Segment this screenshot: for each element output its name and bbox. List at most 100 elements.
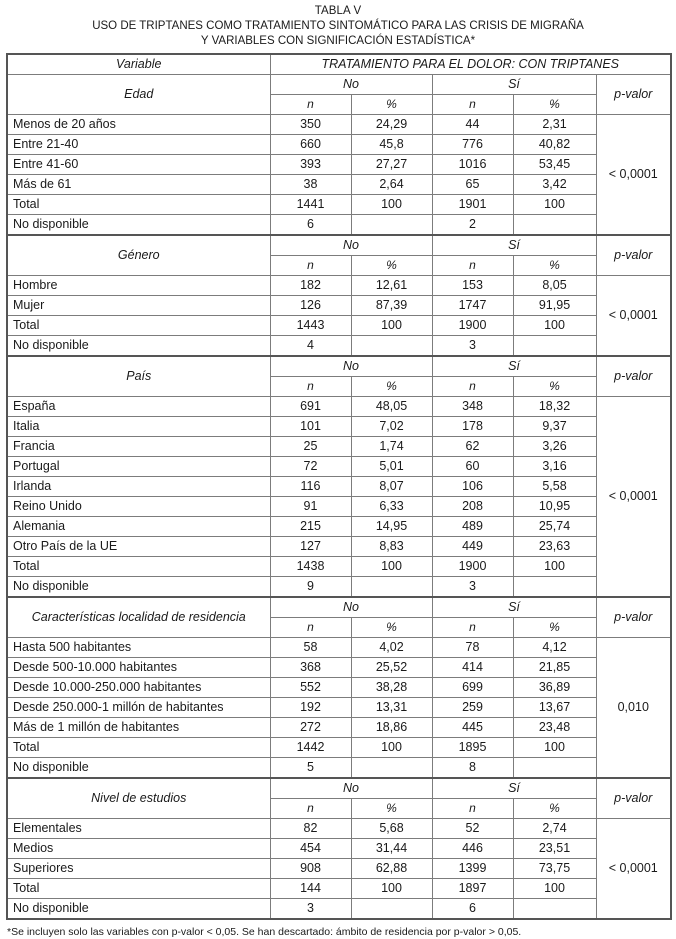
- header-pct-no: %: [350, 616, 433, 638]
- row-label: Menos de 20 años: [6, 113, 271, 135]
- cell-pct-no: 62,88: [350, 857, 433, 879]
- table-row: Irlanda 116 8,07 106 5,58: [6, 475, 671, 497]
- section-subheader-row: n% n%: [7, 375, 671, 397]
- cell-pct-si: [512, 756, 597, 778]
- header-pvalor: p-valor: [595, 354, 672, 397]
- row-label: Total: [6, 555, 271, 577]
- cell-pct-si: 13,67: [512, 696, 597, 718]
- cell-pct-si: 91,95: [512, 294, 597, 316]
- cell-n-no: 1441: [269, 193, 352, 215]
- header-n-si: n: [431, 375, 514, 397]
- row-label: Francia: [6, 435, 271, 457]
- cell-n-si: 3: [431, 334, 514, 356]
- row-label: Superiores: [6, 857, 271, 879]
- cell-pct-si: 100: [512, 193, 597, 215]
- row-label: No disponible: [6, 213, 271, 235]
- header-pct-si: %: [512, 254, 597, 276]
- cell-pct-si: 2,31: [512, 113, 597, 135]
- section-subheader-row: n% n%: [7, 616, 671, 638]
- cell-pct-no: [350, 213, 433, 235]
- header-group-si: Sí: [431, 233, 597, 256]
- table-row: Portugal 72 5,01 60 3,16: [6, 455, 671, 477]
- cell-n-no: 660: [269, 133, 352, 155]
- cell-n-si: 2: [431, 213, 514, 235]
- cell-pct-no: 8,07: [350, 475, 433, 497]
- cell-n-si: 449: [431, 535, 514, 557]
- cell-n-si: 6: [431, 897, 514, 919]
- cell-n-si: 699: [431, 676, 514, 698]
- header-group-no: No: [269, 354, 433, 377]
- cell-n-si: 106: [431, 475, 514, 497]
- table-row: No disponible 3 6: [6, 897, 671, 919]
- table-row: Total 144 100 1897 100: [6, 877, 671, 899]
- cell-n-no: 5: [269, 756, 352, 778]
- cell-n-no: 1443: [269, 314, 352, 336]
- cell-pct-si: 25,74: [512, 515, 597, 537]
- row-label: Desde 250.000-1 millón de habitantes: [6, 696, 271, 718]
- cell-n-si: 776: [431, 133, 514, 155]
- row-label: Total: [6, 736, 271, 758]
- cell-pct-no: 4,02: [350, 636, 433, 658]
- table-row: Total 1443 100 1900 100: [6, 314, 671, 336]
- table-header-row: Variable TRATAMIENTO PARA EL DOLOR: CON T…: [6, 53, 672, 75]
- cell-n-no: 3: [269, 897, 352, 919]
- row-label: Reino Unido: [6, 495, 271, 517]
- table-row: Total 1438 100 1900 100: [6, 555, 671, 577]
- cell-n-no: 552: [269, 676, 352, 698]
- cell-pct-si: 40,82: [512, 133, 597, 155]
- cell-pct-no: 24,29: [350, 113, 433, 135]
- header-n-no: n: [269, 93, 352, 115]
- cell-n-no: 72: [269, 455, 352, 477]
- section-header-row: Nivel de estudios No Sí p-valor: [6, 776, 672, 819]
- table-row: Más de 1 millón de habitantes 272 18,86 445…: [6, 716, 671, 738]
- cell-pct-si: 23,63: [512, 535, 597, 557]
- cell-n-no: 25: [269, 435, 352, 457]
- header-pct-si: %: [512, 616, 597, 638]
- cell-pct-no: [350, 575, 433, 597]
- cell-pct-no: 12,61: [350, 274, 433, 296]
- table-row: No disponible 5 8: [6, 756, 671, 778]
- table-row: Hasta 500 habitantes 58 4,02 78 4,12 0,010: [6, 636, 672, 778]
- statistics-table: Variable TRATAMIENTO PARA EL DOLOR: CON T…: [6, 52, 673, 920]
- cell-pct-no: 100: [350, 193, 433, 215]
- cell-pct-no: 13,31: [350, 696, 433, 718]
- cell-pct-no: 100: [350, 555, 433, 577]
- section-name: Género: [6, 233, 271, 276]
- cell-pct-si: [512, 575, 597, 597]
- cell-pct-no: 100: [350, 736, 433, 758]
- row-label: Entre 21-40: [6, 133, 271, 155]
- cell-n-no: 908: [269, 857, 352, 879]
- row-label: Portugal: [6, 455, 271, 477]
- table-row: Mujer 126 87,39 1747 91,95: [6, 294, 671, 316]
- section-subheader-row: n% n%: [7, 254, 671, 276]
- cell-pct-si: 8,05: [512, 274, 597, 296]
- cell-n-si: 1897: [431, 877, 514, 899]
- cell-n-no: 272: [269, 716, 352, 738]
- cell-n-no: 393: [269, 153, 352, 175]
- row-label: Total: [6, 877, 271, 899]
- cell-n-no: 9: [269, 575, 352, 597]
- cell-pct-no: 25,52: [350, 656, 433, 678]
- cell-n-no: 1438: [269, 555, 352, 577]
- row-label: Entre 41-60: [6, 153, 271, 175]
- cell-n-no: 38: [269, 173, 352, 195]
- cell-n-si: 153: [431, 274, 514, 296]
- row-label: No disponible: [6, 756, 271, 778]
- cell-n-si: 78: [431, 636, 514, 658]
- table-row: Superiores 908 62,88 1399 73,75: [6, 857, 671, 879]
- header-group-si: Sí: [431, 354, 597, 377]
- row-label: Italia: [6, 415, 271, 437]
- cell-pct-si: 3,16: [512, 455, 597, 477]
- table-row: No disponible 6 2: [6, 213, 671, 235]
- table-row: Desde 500-10.000 habitantes 368 25,52 414 21…: [6, 656, 671, 678]
- cell-n-si: 65: [431, 173, 514, 195]
- table-row: Desde 250.000-1 millón de habitantes 192 1…: [6, 696, 671, 718]
- header-group-no: No: [269, 73, 433, 95]
- cell-n-si: 1900: [431, 314, 514, 336]
- cell-n-no: 127: [269, 535, 352, 557]
- cell-n-no: 182: [269, 274, 352, 296]
- table-row: Reino Unido 91 6,33 208 10,95: [6, 495, 671, 517]
- table-row: Más de 61 38 2,64 65 3,42: [6, 173, 671, 195]
- table-row: Hombre 182 12,61 153 8,05 < 0,0001: [6, 274, 672, 356]
